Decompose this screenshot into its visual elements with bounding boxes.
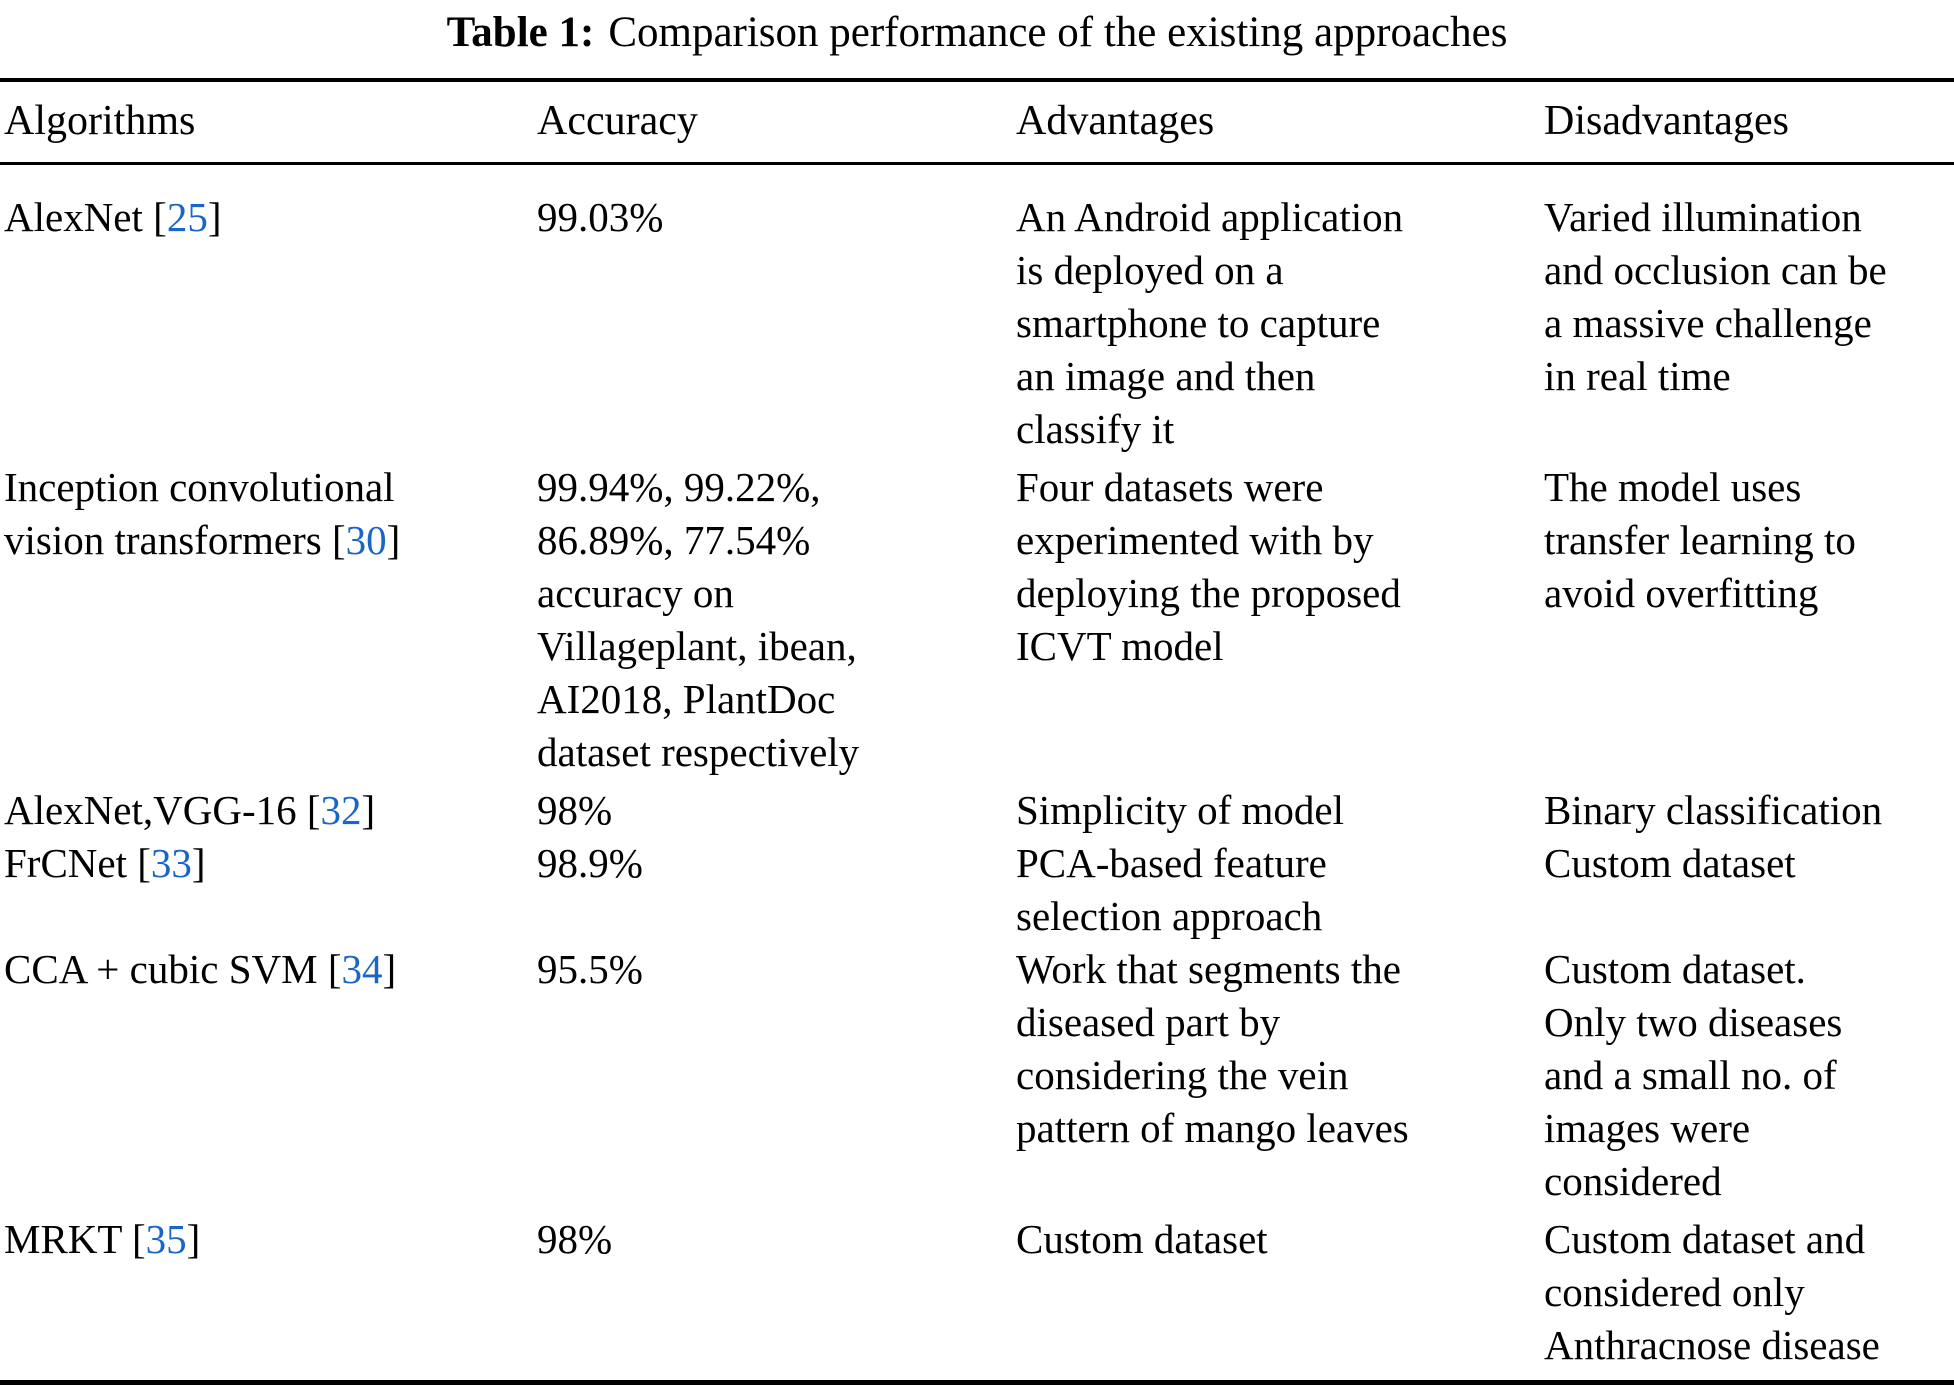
advantages-cell: An Android application is deployed on a … xyxy=(1016,164,1544,457)
disadvantages-cell: The model uses transfer learning to avoi… xyxy=(1544,456,1954,779)
advantages-text: PCA-based feature selection approach xyxy=(1016,840,1327,939)
disadvantages-cell: Custom dataset xyxy=(1544,837,1954,943)
algorithm-cell: CCA + cubic SVM [34] xyxy=(0,943,537,1208)
advantages-cell: PCA-based feature selection approach xyxy=(1016,837,1544,943)
citation-link[interactable]: 25 xyxy=(166,194,208,240)
advantages-text: Work that segments the diseased part by … xyxy=(1016,946,1409,1151)
accuracy-value: 98.9% xyxy=(537,840,643,886)
column-header-algorithms: Algorithms xyxy=(0,80,537,165)
accuracy-value: 95.5% xyxy=(537,946,643,992)
table-caption-text: Comparison performance of the existing a… xyxy=(608,9,1508,56)
algorithm-name: Inception convolutional vision transform… xyxy=(4,464,395,563)
column-header-advantages: Advantages xyxy=(1016,80,1544,165)
algorithm-cell: Inception convolutional vision transform… xyxy=(0,456,537,779)
advantages-text: Four datasets were experimented with by … xyxy=(1016,464,1401,669)
accuracy-cell: 99.03% xyxy=(537,164,1016,457)
accuracy-value: 99.94%, 99.22%, 86.89%, 77.54% accuracy … xyxy=(537,464,860,775)
algorithm-cell: AlexNet,VGG-16 [32] xyxy=(0,779,537,837)
header-row: Algorithms Accuracy Advantages Disadvant… xyxy=(0,80,1954,165)
advantages-text: Custom dataset xyxy=(1016,1216,1268,1262)
column-header-disadvantages: Disadvantages xyxy=(1544,80,1954,165)
disadvantages-cell: Custom dataset. Only two diseases and a … xyxy=(1544,943,1954,1208)
citation-link[interactable]: 33 xyxy=(150,840,192,886)
accuracy-cell: 98.9% xyxy=(537,837,1016,943)
accuracy-cell: 99.94%, 99.22%, 86.89%, 77.54% accuracy … xyxy=(537,456,1016,779)
citation-bracket: ] xyxy=(186,1216,201,1262)
accuracy-value: 98% xyxy=(537,787,613,833)
algorithm-name: MRKT [ xyxy=(4,1216,146,1262)
algorithm-cell: MRKT [35] xyxy=(0,1208,537,1383)
accuracy-cell: 98% xyxy=(537,779,1016,837)
advantages-cell: Four datasets were experimented with by … xyxy=(1016,456,1544,779)
accuracy-cell: 95.5% xyxy=(537,943,1016,1208)
disadvantages-cell: Varied illumination and occlusion can be… xyxy=(1544,164,1954,457)
citation-link[interactable]: 32 xyxy=(320,787,362,833)
citation-bracket: ] xyxy=(207,194,222,240)
disadvantages-text: Custom dataset xyxy=(1544,840,1796,886)
disadvantages-text: The model uses transfer learning to avoi… xyxy=(1544,464,1856,616)
disadvantages-text: Varied illumination and occlusion can be… xyxy=(1544,194,1887,399)
advantages-cell: Custom dataset xyxy=(1016,1208,1544,1383)
disadvantages-cell: Binary classification xyxy=(1544,779,1954,837)
table-caption: Table 1: Comparison performance of the ex… xyxy=(0,8,1954,58)
algorithm-name: FrCNet [ xyxy=(4,840,151,886)
citation-bracket: ] xyxy=(382,946,397,992)
table-row: MRKT [35] 98% Custom dataset Custom data… xyxy=(0,1208,1954,1383)
disadvantages-cell: Custom dataset and considered only Anthr… xyxy=(1544,1208,1954,1383)
accuracy-value: 99.03% xyxy=(537,194,664,240)
advantages-cell: Simplicity of model xyxy=(1016,779,1544,837)
advantages-text: Simplicity of model xyxy=(1016,787,1344,833)
citation-link[interactable]: 35 xyxy=(145,1216,187,1262)
algorithm-name: AlexNet,VGG-16 [ xyxy=(4,787,321,833)
algorithm-cell: FrCNet [33] xyxy=(0,837,537,943)
advantages-text: An Android application is deployed on a … xyxy=(1016,194,1404,452)
disadvantages-text: Custom dataset. Only two diseases and a … xyxy=(1544,946,1843,1204)
citation-bracket: ] xyxy=(386,517,401,563)
column-header-accuracy: Accuracy xyxy=(537,80,1016,165)
citation-bracket: ] xyxy=(361,787,376,833)
disadvantages-text: Binary classification xyxy=(1544,787,1883,833)
table-row: CCA + cubic SVM [34] 95.5% Work that seg… xyxy=(0,943,1954,1208)
algorithm-name: AlexNet [ xyxy=(4,194,167,240)
table-caption-label: Table 1: xyxy=(446,9,595,56)
comparison-table: Algorithms Accuracy Advantages Disadvant… xyxy=(0,78,1954,1385)
algorithm-name: CCA + cubic SVM [ xyxy=(4,946,342,992)
table-row: AlexNet [25] 99.03% An Android applicati… xyxy=(0,164,1954,457)
table-row: FrCNet [33] 98.9% PCA-based feature sele… xyxy=(0,837,1954,943)
citation-bracket: ] xyxy=(191,840,206,886)
accuracy-cell: 98% xyxy=(537,1208,1016,1383)
advantages-cell: Work that segments the diseased part by … xyxy=(1016,943,1544,1208)
table-row: AlexNet,VGG-16 [32] 98% Simplicity of mo… xyxy=(0,779,1954,837)
accuracy-value: 98% xyxy=(537,1216,613,1262)
disadvantages-text: Custom dataset and considered only Anthr… xyxy=(1544,1216,1880,1368)
citation-link[interactable]: 34 xyxy=(341,946,383,992)
table-row: Inception convolutional vision transform… xyxy=(0,456,1954,779)
citation-link[interactable]: 30 xyxy=(345,517,387,563)
algorithm-cell: AlexNet [25] xyxy=(0,164,537,457)
